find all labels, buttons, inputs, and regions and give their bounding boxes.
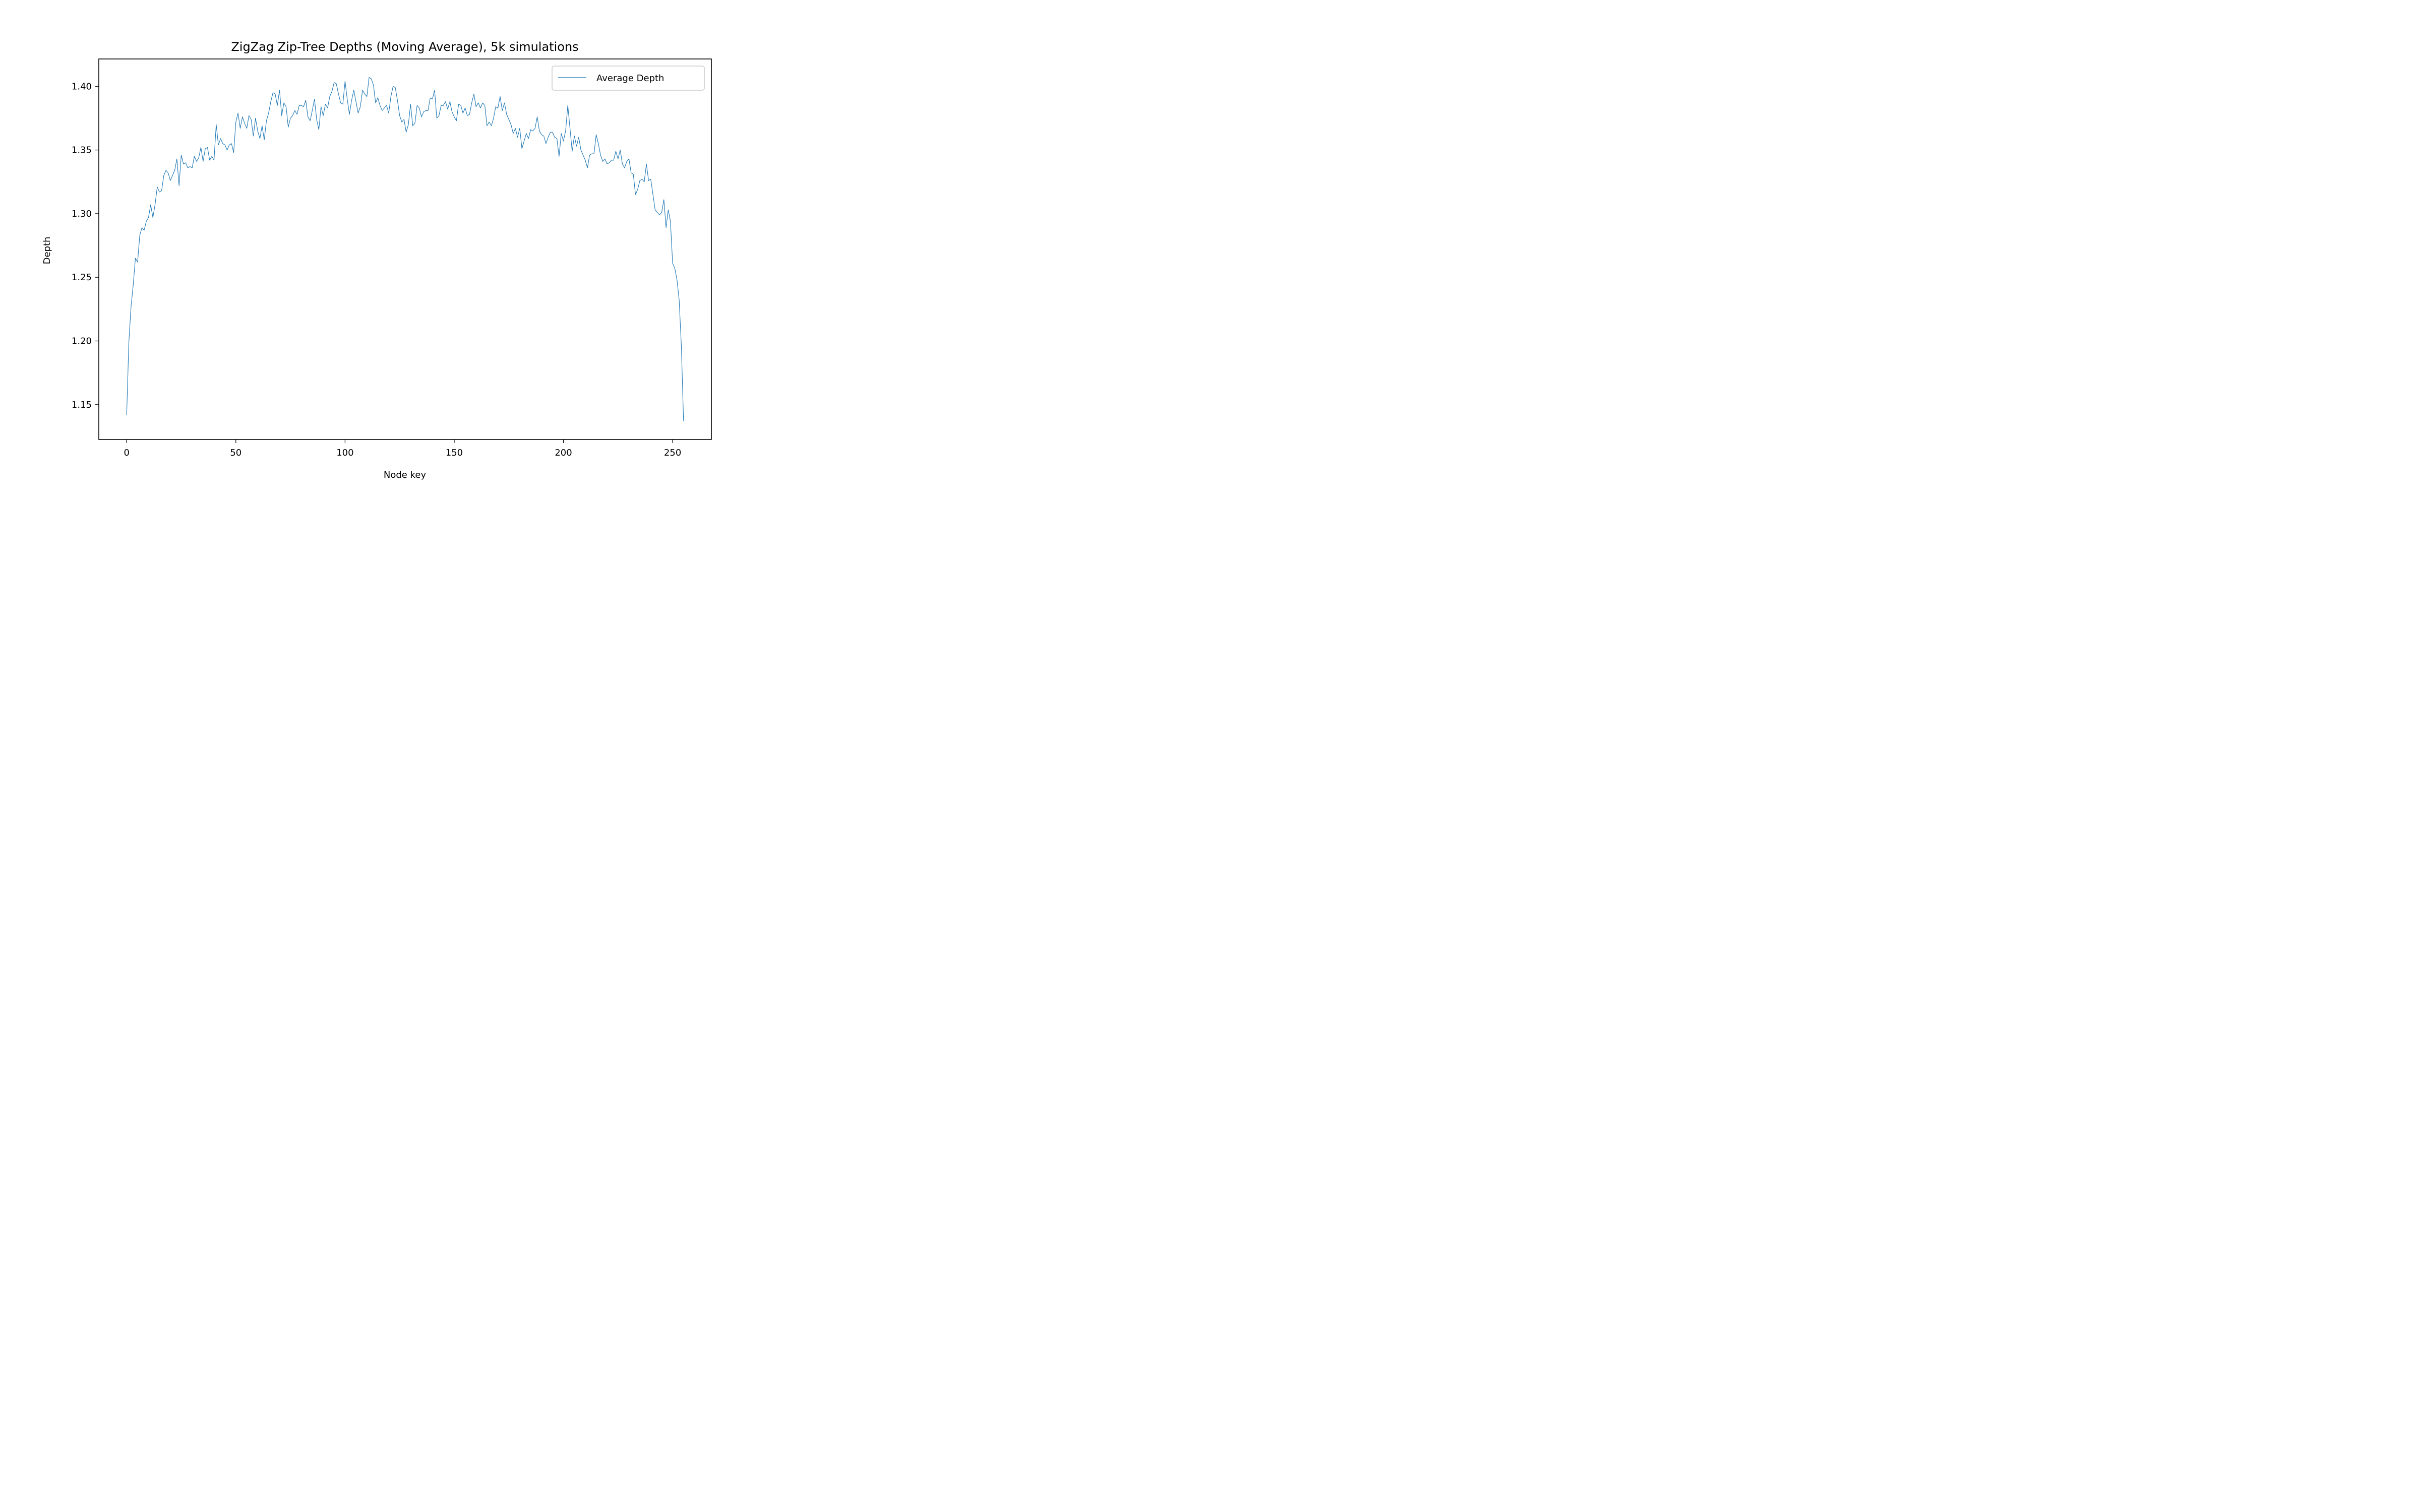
y-axis-label: Depth — [42, 237, 52, 265]
y-tick-label: 1.15 — [72, 400, 92, 410]
y-axis-ticks: 1.15 1.20 1.25 1.30 1.35 1.40 — [72, 81, 99, 410]
x-tick-label: 150 — [446, 448, 463, 458]
x-axis-ticks: 0 50 100 150 200 250 — [124, 439, 681, 458]
x-tick-label: 200 — [555, 448, 572, 458]
x-tick-label: 0 — [124, 448, 130, 458]
x-tick-label: 100 — [336, 448, 353, 458]
x-axis-label: Node key — [384, 470, 427, 480]
legend: Average Depth — [552, 66, 705, 91]
plot-frame — [98, 58, 712, 440]
y-tick-label: 1.40 — [72, 81, 92, 92]
plot-area — [126, 77, 684, 421]
legend-label-average-depth: Average Depth — [596, 73, 664, 84]
chart-figure: ZigZag Zip-Tree Depths (Moving Average),… — [0, 0, 778, 486]
y-tick-label: 1.30 — [72, 209, 92, 219]
series-line-average-depth — [126, 77, 684, 421]
chart-title: ZigZag Zip-Tree Depths (Moving Average),… — [231, 40, 578, 54]
legend-box — [552, 66, 705, 91]
y-tick-label: 1.35 — [72, 145, 92, 156]
line-chart: ZigZag Zip-Tree Depths (Moving Average),… — [0, 0, 778, 486]
x-tick-label: 50 — [230, 448, 241, 458]
x-tick-label: 250 — [664, 448, 681, 458]
y-tick-label: 1.20 — [72, 336, 92, 346]
y-tick-label: 1.25 — [72, 272, 92, 283]
